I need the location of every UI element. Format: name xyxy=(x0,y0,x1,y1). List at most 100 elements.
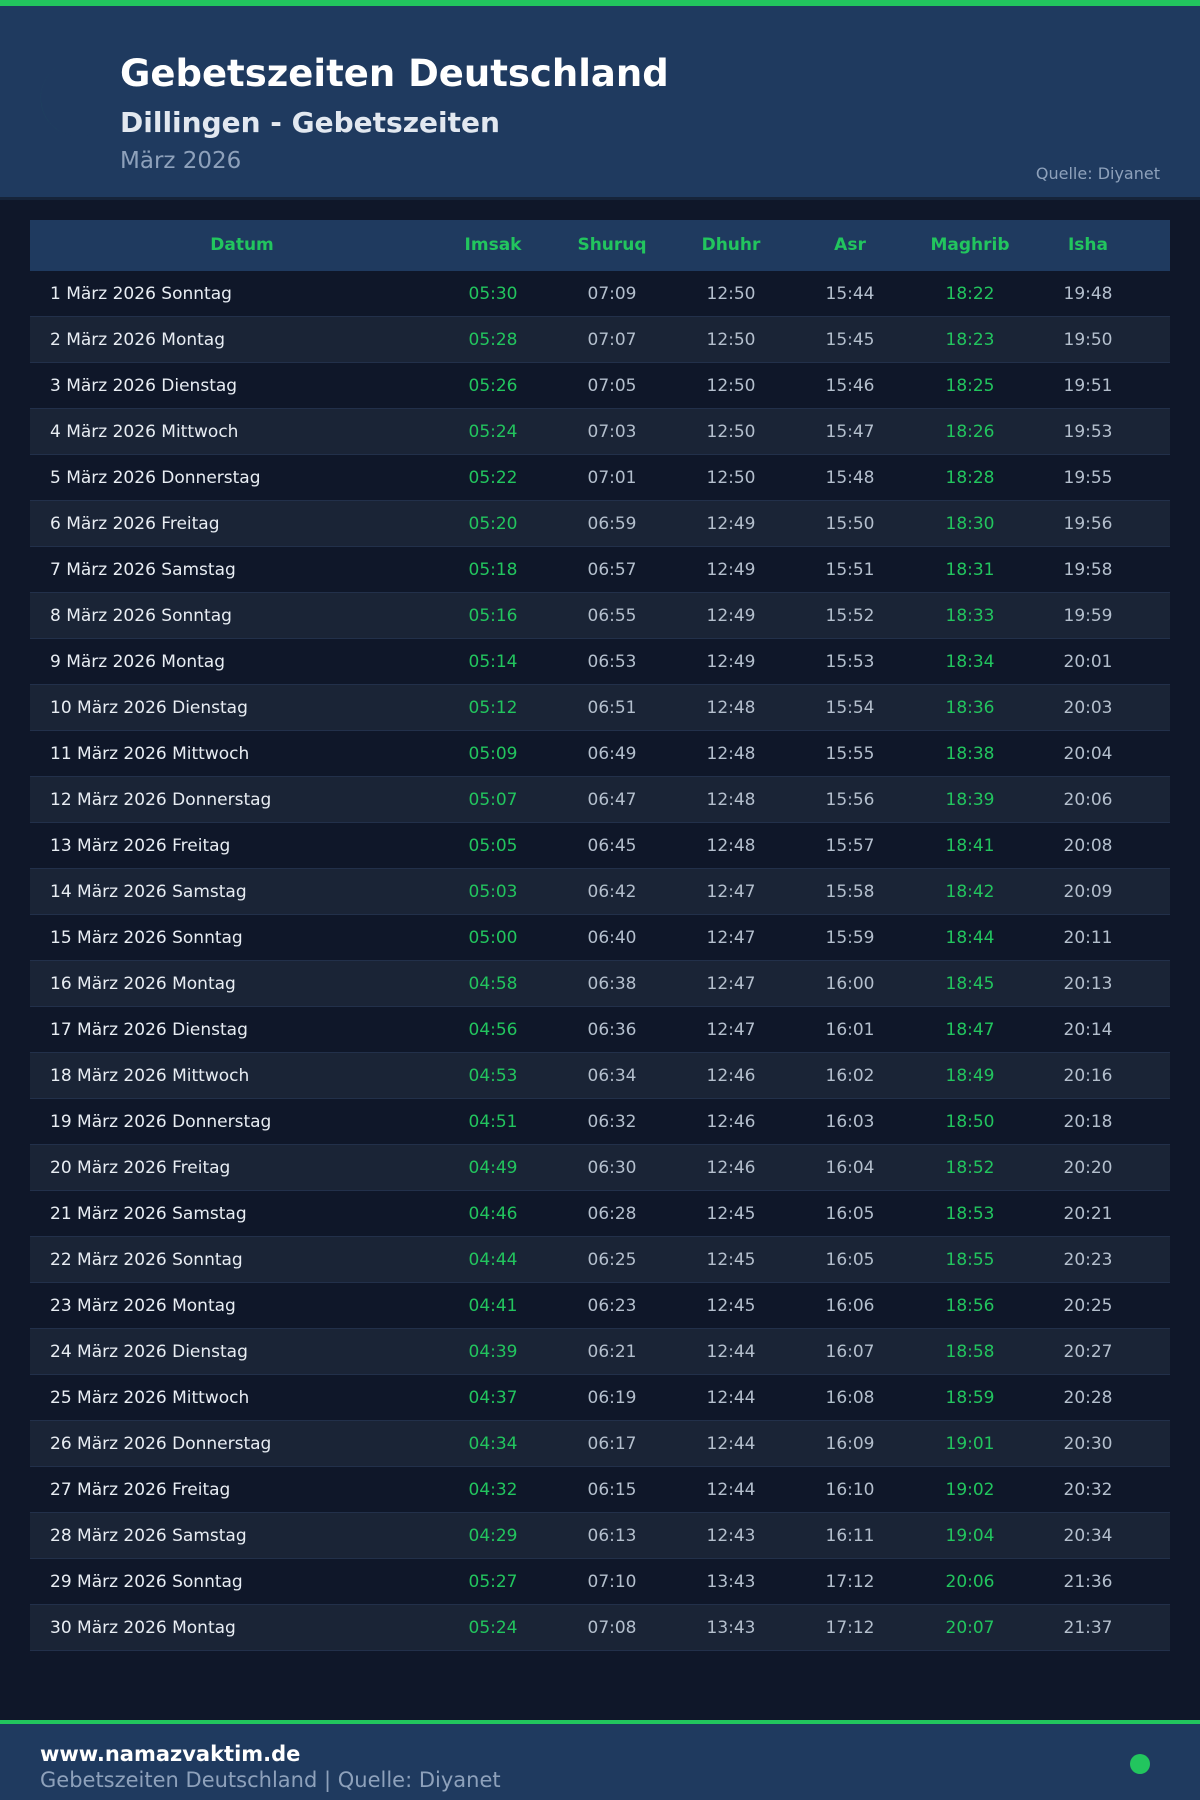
cell-shuruq: 06:17 xyxy=(587,1434,637,1454)
cell-datum: 17 März 2026 Dienstag xyxy=(50,1020,248,1040)
prayer-times-table: Datum Imsak Shuruq Dhuhr Asr Maghrib Isha 1 Mä… xyxy=(30,220,1170,1651)
cell-asr: 15:53 xyxy=(825,652,875,672)
cell-maghrib: 18:30 xyxy=(945,514,995,534)
cell-datum: 5 März 2026 Donnerstag xyxy=(50,468,261,488)
table-row: 28 März 2026 Samstag 04:29 06:13 12:43 16:11… xyxy=(30,1513,1170,1559)
cell-isha: 20:32 xyxy=(1063,1480,1113,1500)
cell-maghrib: 18:44 xyxy=(945,928,995,948)
table-row: 14 März 2026 Samstag 05:03 06:42 12:47 15:58… xyxy=(30,869,1170,915)
cell-dhuhr: 12:44 xyxy=(706,1434,756,1454)
cell-imsak: 05:24 xyxy=(468,422,518,442)
cell-asr: 15:46 xyxy=(825,376,875,396)
cell-imsak: 04:32 xyxy=(468,1480,518,1500)
cell-dhuhr: 13:43 xyxy=(706,1618,756,1638)
cell-dhuhr: 12:49 xyxy=(706,560,756,580)
table-row: 13 März 2026 Freitag 05:05 06:45 12:48 15:57… xyxy=(30,823,1170,869)
cell-isha: 20:09 xyxy=(1063,882,1113,902)
table-row: 5 März 2026 Donnerstag 05:22 07:01 12:50 15:… xyxy=(30,455,1170,501)
cell-datum: 18 März 2026 Mittwoch xyxy=(50,1066,250,1086)
cell-datum: 9 März 2026 Montag xyxy=(50,652,226,672)
cell-datum: 16 März 2026 Montag xyxy=(50,974,236,994)
cell-isha: 20:06 xyxy=(1063,790,1113,810)
cell-dhuhr: 12:49 xyxy=(706,514,756,534)
cell-asr: 16:10 xyxy=(825,1480,875,1500)
cell-datum: 3 März 2026 Dienstag xyxy=(50,376,238,396)
table-row: 19 März 2026 Donnerstag 04:51 06:32 12:46 16… xyxy=(30,1099,1170,1145)
cell-asr: 15:52 xyxy=(825,606,875,626)
table-row: 24 März 2026 Dienstag 04:39 06:21 12:44 16:0… xyxy=(30,1329,1170,1375)
cell-asr: 16:03 xyxy=(825,1112,875,1132)
cell-imsak: 04:41 xyxy=(468,1296,518,1316)
footer-url[interactable]: www.namazvaktim.de xyxy=(40,1742,301,1766)
cell-maghrib: 18:28 xyxy=(945,468,995,488)
table-row: 23 März 2026 Montag 04:41 06:23 12:45 16:06 1… xyxy=(30,1283,1170,1329)
city-subtitle: Dillingen - Gebetszeiten xyxy=(120,106,500,139)
cell-imsak: 04:29 xyxy=(468,1526,518,1546)
cell-dhuhr: 12:44 xyxy=(706,1342,756,1362)
cell-maghrib: 18:42 xyxy=(945,882,995,902)
cell-shuruq: 06:38 xyxy=(587,974,637,994)
cell-dhuhr: 12:48 xyxy=(706,744,756,764)
cell-shuruq: 06:15 xyxy=(587,1480,637,1500)
cell-asr: 15:44 xyxy=(825,284,875,304)
cell-shuruq: 07:07 xyxy=(587,330,637,350)
cell-asr: 15:58 xyxy=(825,882,875,902)
cell-asr: 15:54 xyxy=(825,698,875,718)
table-row: 7 März 2026 Samstag 05:18 06:57 12:49 15:51 1… xyxy=(30,547,1170,593)
cell-maghrib: 18:50 xyxy=(945,1112,995,1132)
cell-asr: 16:09 xyxy=(825,1434,875,1454)
cell-shuruq: 06:51 xyxy=(587,698,637,718)
cell-shuruq: 06:53 xyxy=(587,652,637,672)
cell-shuruq: 06:13 xyxy=(587,1526,637,1546)
cell-shuruq: 06:42 xyxy=(587,882,637,902)
cell-imsak: 05:18 xyxy=(468,560,518,580)
cell-asr: 16:06 xyxy=(825,1296,875,1316)
cell-datum: 27 März 2026 Freitag xyxy=(50,1480,231,1500)
cell-dhuhr: 13:43 xyxy=(706,1572,756,1592)
table-row: 16 März 2026 Montag 04:58 06:38 12:47 16:00 1… xyxy=(30,961,1170,1007)
cell-datum: 20 März 2026 Freitag xyxy=(50,1158,231,1178)
cell-isha: 20:28 xyxy=(1063,1388,1113,1408)
cell-imsak: 05:16 xyxy=(468,606,518,626)
cell-shuruq: 06:32 xyxy=(587,1112,637,1132)
cell-maghrib: 18:22 xyxy=(945,284,995,304)
cell-dhuhr: 12:48 xyxy=(706,836,756,856)
cell-dhuhr: 12:48 xyxy=(706,790,756,810)
cell-imsak: 04:34 xyxy=(468,1434,518,1454)
cell-maghrib: 18:34 xyxy=(945,652,995,672)
cell-isha: 19:50 xyxy=(1063,330,1113,350)
cell-shuruq: 06:30 xyxy=(587,1158,637,1178)
cell-dhuhr: 12:46 xyxy=(706,1158,756,1178)
table-row: 21 März 2026 Samstag 04:46 06:28 12:45 16:05… xyxy=(30,1191,1170,1237)
cell-datum: 2 März 2026 Montag xyxy=(50,330,226,350)
column-header-maghrib: Maghrib xyxy=(930,235,1010,255)
page-header: Gebetszeiten Deutschland Dillingen - Geb… xyxy=(0,6,1200,200)
cell-dhuhr: 12:44 xyxy=(706,1480,756,1500)
cell-asr: 15:48 xyxy=(825,468,875,488)
cell-shuruq: 06:23 xyxy=(587,1296,637,1316)
cell-imsak: 05:20 xyxy=(468,514,518,534)
cell-maghrib: 18:59 xyxy=(945,1388,995,1408)
page-title: Gebetszeiten Deutschland xyxy=(120,52,669,95)
table-row: 8 März 2026 Sonntag 05:16 06:55 12:49 15:52 1… xyxy=(30,593,1170,639)
cell-isha: 20:08 xyxy=(1063,836,1113,856)
cell-datum: 8 März 2026 Sonntag xyxy=(50,606,232,626)
cell-shuruq: 06:34 xyxy=(587,1066,637,1086)
cell-imsak: 04:44 xyxy=(468,1250,518,1270)
cell-isha: 20:04 xyxy=(1063,744,1113,764)
cell-dhuhr: 12:44 xyxy=(706,1388,756,1408)
cell-isha: 20:13 xyxy=(1063,974,1113,994)
table-row: 22 März 2026 Sonntag 04:44 06:25 12:45 16:05… xyxy=(30,1237,1170,1283)
cell-shuruq: 06:28 xyxy=(587,1204,637,1224)
cell-maghrib: 18:58 xyxy=(945,1342,995,1362)
cell-maghrib: 18:39 xyxy=(945,790,995,810)
cell-maghrib: 18:23 xyxy=(945,330,995,350)
cell-asr: 15:56 xyxy=(825,790,875,810)
cell-datum: 26 März 2026 Donnerstag xyxy=(50,1434,272,1454)
cell-shuruq: 06:45 xyxy=(587,836,637,856)
page-footer: www.namazvaktim.de Gebetszeiten Deutschl… xyxy=(0,1720,1200,1800)
top-accent-bar xyxy=(0,0,1200,6)
cell-asr: 16:05 xyxy=(825,1204,875,1224)
source-label: Quelle: Diyanet xyxy=(1035,164,1160,183)
crescent-moon-icon xyxy=(40,66,100,137)
